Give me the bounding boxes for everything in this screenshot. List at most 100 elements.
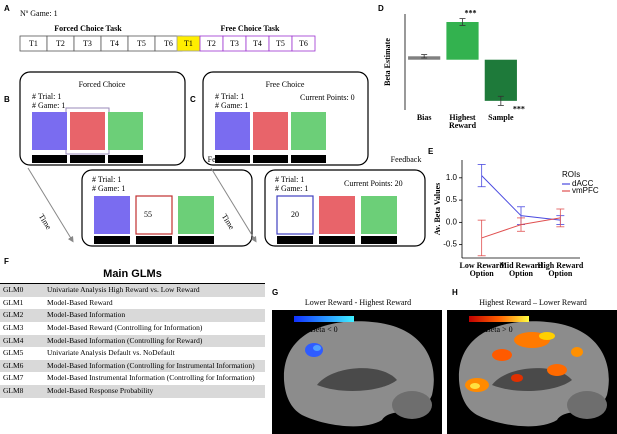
colorbar [294, 316, 354, 322]
glm-id: GLM3 [3, 322, 24, 332]
glm-id: GLM6 [3, 360, 24, 370]
option-number: 2 [335, 235, 339, 244]
option-number: 3 [307, 154, 311, 163]
map-title: Highest Reward – Lower Reward [479, 298, 587, 307]
time-arrow [210, 167, 257, 243]
screen-title: Forced Choice [79, 80, 126, 89]
table-row: GLM1 Model-Based Reward [0, 297, 265, 310]
screen-frame [202, 71, 369, 166]
activation-blob [547, 364, 567, 376]
colorbar-tick: 2 [461, 314, 465, 323]
table-title: Main GLMs [0, 266, 265, 284]
significance: *** [513, 104, 525, 113]
bar [446, 22, 479, 60]
option-chip [70, 155, 105, 163]
option-card [291, 112, 326, 150]
table-row: GLM8 Model-Based Response Probability [0, 385, 265, 398]
activation-blob [313, 345, 321, 351]
table-row: GLM5 Univariate Analysis Default vs. NoDe… [0, 347, 265, 360]
glm-description: Model-Based Information [47, 310, 126, 320]
trial-label: T5 [276, 39, 285, 48]
trial-label: T1 [29, 39, 38, 48]
table-row: GLM3 Model-Based Reward (Controlling for … [0, 322, 265, 335]
glm-description: Univariate Analysis High Reward vs. Low … [47, 285, 200, 294]
glm-id: GLM8 [3, 386, 24, 395]
map-title: Lower Reward - Highest Reward [305, 298, 411, 307]
option-card [108, 112, 143, 150]
glm-id: GLM1 [3, 297, 24, 307]
option-chip [178, 236, 214, 244]
trial-label: T6 [164, 39, 173, 48]
trial-counter: # Trial: 1 [275, 175, 304, 184]
option-number: 1 [48, 154, 52, 163]
x-tick-label-box: Mid Reward Option [499, 262, 542, 278]
glm-id: GLM0 [3, 285, 24, 294]
free-title: Free Choice Task [221, 24, 281, 33]
option-chip [136, 236, 172, 244]
trial-counter: # Trial: 1 [215, 92, 244, 101]
option-card [253, 112, 288, 150]
significance: *** [465, 8, 477, 17]
option-chip [253, 155, 288, 163]
points-counter: Current Points: 0 [300, 93, 355, 102]
panel-letter: G [272, 288, 278, 297]
brain-inner [317, 368, 397, 392]
activation-blob [511, 374, 523, 382]
activation-blob [571, 347, 583, 357]
table-row: GLM4 Model-Based Information (Controlling… [0, 334, 265, 348]
panel-letter: H [452, 288, 458, 297]
panel-letter: D [378, 4, 384, 13]
glm-description: Model-Based Instrumental Information (Co… [47, 373, 255, 383]
glm-description: Model-Based Information (Controlling for… [47, 335, 203, 345]
option-card [215, 112, 250, 150]
points-counter: Current Points: 20 [344, 179, 403, 188]
activation-blob [305, 343, 323, 357]
trial-label: T4 [253, 39, 262, 48]
option-number: 3 [124, 154, 128, 163]
error-bar [477, 164, 486, 188]
table-row: GLM0 Univariate Analysis High Reward vs. … [0, 284, 265, 297]
glm-description: Model-Based Response Probability [47, 386, 154, 395]
glm-description: Model-Based Information (Controlling for… [47, 360, 255, 370]
activation-blob [492, 349, 512, 361]
y-tick-label: -0.5 [443, 240, 457, 249]
panel-letter: E [428, 147, 434, 156]
x-tick-label-box: Bias [416, 114, 432, 122]
cerebellum [567, 391, 607, 419]
x-tick-label-box: High Reward Option [537, 262, 584, 279]
x-tick-label: Low Reward Option [459, 262, 504, 279]
legend-label: vmPFC [572, 186, 599, 195]
game-counter: # Game: 1 [215, 101, 248, 110]
table-body: GLM0 Univariate Analysis High Reward vs. … [0, 284, 265, 398]
option-chip [361, 236, 397, 244]
x-tick-label: Bias [416, 114, 432, 122]
error-bar [421, 54, 428, 59]
game-counter: # Game: 1 [275, 184, 308, 193]
game-counter: # Game: 1 [32, 101, 65, 110]
game-counter: Nº Game: 1 [20, 9, 58, 18]
x-tick-label: Highest Reward [448, 114, 477, 131]
option-number: 2 [269, 154, 273, 163]
option-chip [94, 236, 130, 244]
x-tick-label: Sample [488, 114, 514, 122]
glm-description: Univariate Analysis Default vs. NoDefaul… [47, 348, 175, 358]
option-card [178, 196, 214, 234]
feedback-value: 55 [144, 210, 152, 219]
y-axis-label: Beta Estimate [383, 38, 392, 86]
error-bar [497, 95, 504, 106]
colorbar-tick: 4 [533, 314, 537, 323]
colorbar-label: Beta < 0 [310, 325, 337, 334]
option-card [70, 112, 105, 150]
x-tick-label: High Reward Option [537, 262, 584, 279]
trial-counter: # Trial: 1 [92, 175, 121, 184]
screen-title: Free Choice [266, 80, 305, 89]
x-tick-label-box: Highest Reward [448, 114, 477, 131]
colorbar-label: Beta > 0 [485, 325, 512, 334]
trial-label: T3 [230, 39, 239, 48]
cerebellum [392, 391, 432, 419]
option-number: 3 [377, 235, 381, 244]
time-label: Time [37, 212, 54, 231]
option-number: 1 [110, 235, 114, 244]
panel-letter: C [190, 95, 196, 104]
